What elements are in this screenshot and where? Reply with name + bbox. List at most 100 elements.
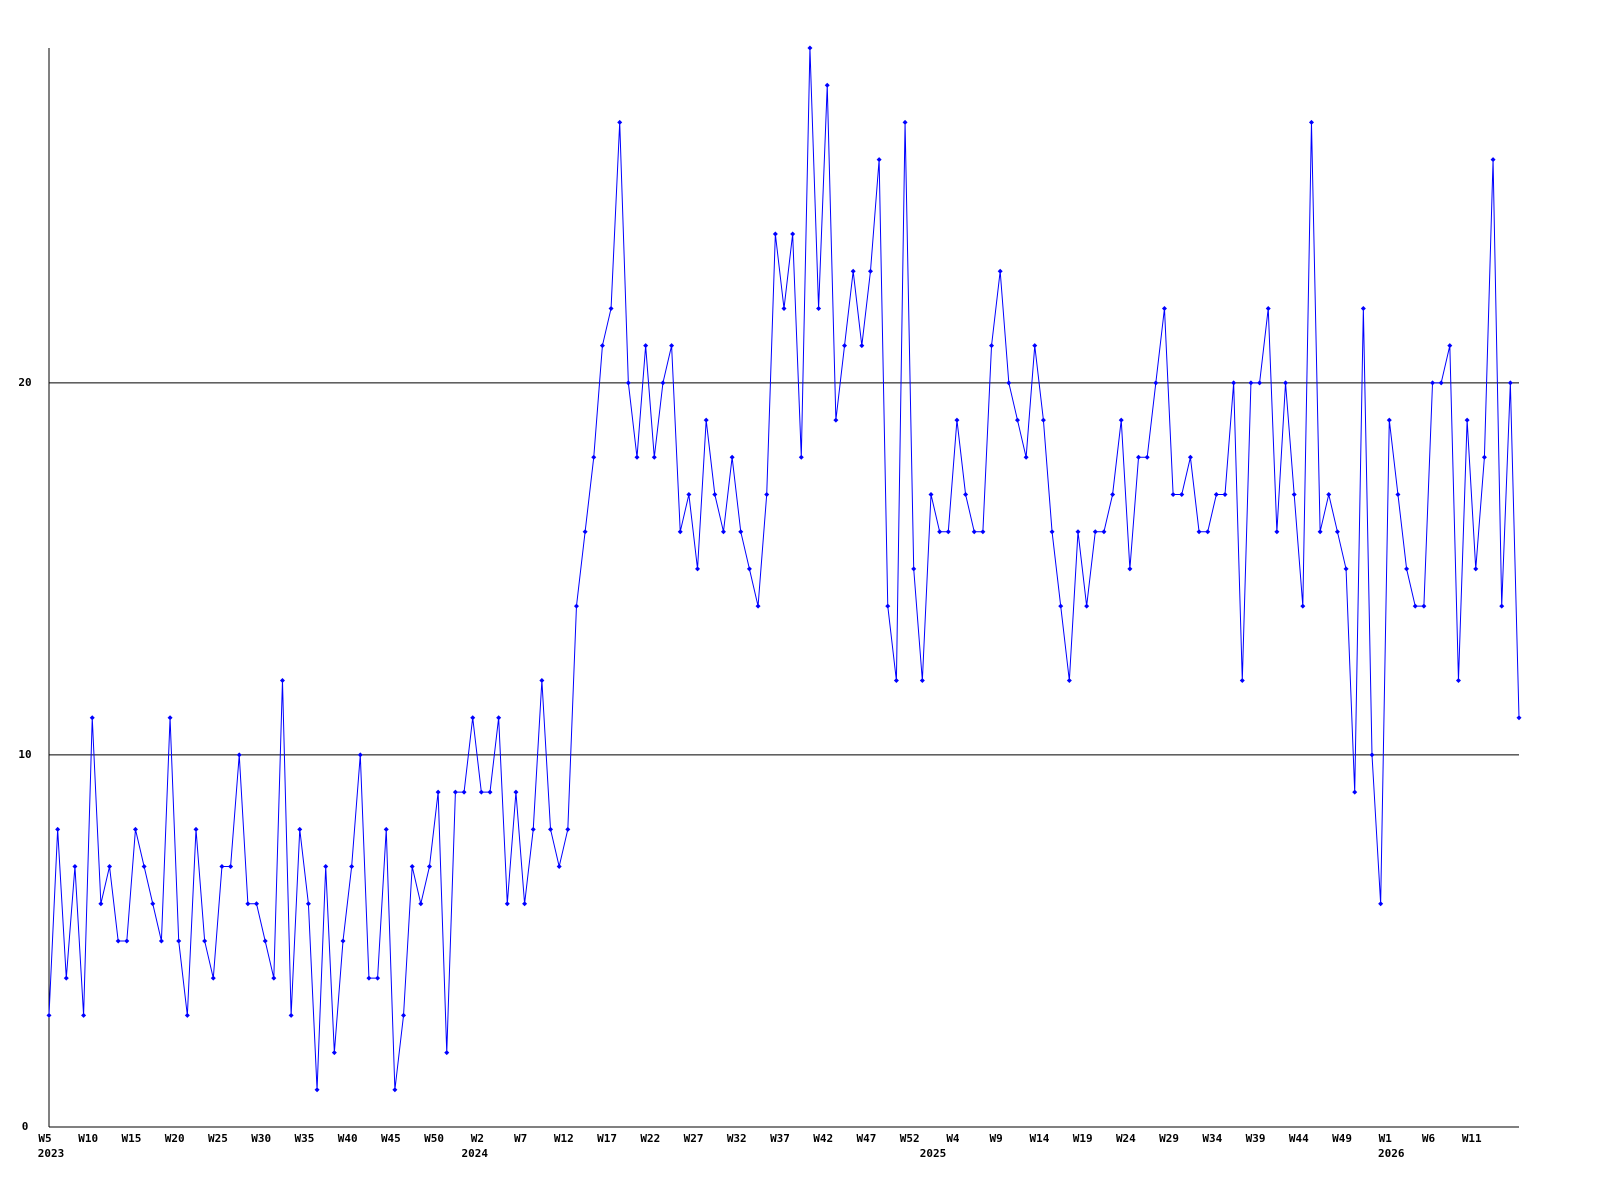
data-point [1447, 343, 1453, 349]
x-tick-label: W14 [1029, 1132, 1049, 1145]
x-tick-label: W22 [640, 1132, 660, 1145]
data-point [1110, 491, 1116, 497]
data-point [548, 826, 554, 832]
data-point [816, 305, 822, 311]
data-point [1507, 380, 1513, 386]
data-point [1127, 566, 1133, 572]
data-point [279, 678, 285, 684]
x-tick-label: W40 [338, 1132, 358, 1145]
data-point [150, 901, 156, 907]
data-point [660, 380, 666, 386]
data-point [349, 864, 355, 870]
data-point [401, 1012, 407, 1018]
data-point [1317, 529, 1323, 535]
data-point [1308, 119, 1314, 125]
data-point [323, 864, 329, 870]
data-point [738, 529, 744, 535]
x-tick-label: W4 [946, 1132, 960, 1145]
data-point [1291, 491, 1297, 497]
data-point [971, 529, 977, 535]
data-point [1257, 380, 1263, 386]
data-point [885, 603, 891, 609]
data-point [1360, 305, 1366, 311]
x-tick-label: W50 [424, 1132, 444, 1145]
data-point [305, 901, 311, 907]
data-point [703, 417, 709, 423]
data-point [643, 343, 649, 349]
data-point [712, 491, 718, 497]
x-tick-label: W49 [1332, 1132, 1352, 1145]
data-point [115, 938, 121, 944]
data-point [63, 975, 69, 981]
data-point [1412, 603, 1418, 609]
data-point [755, 603, 761, 609]
data-point [340, 938, 346, 944]
data-point [720, 529, 726, 535]
data-point [1516, 715, 1522, 721]
data-point [1395, 491, 1401, 497]
data-point [478, 789, 484, 795]
data-point [228, 864, 234, 870]
data-point [81, 1012, 87, 1018]
data-point [107, 864, 113, 870]
data-point [1179, 491, 1185, 497]
x-tick-label: W24 [1116, 1132, 1136, 1145]
data-point [1231, 380, 1237, 386]
data-point [807, 45, 813, 51]
data-point [1386, 417, 1392, 423]
data-point [1101, 529, 1107, 535]
x-tick-label: W20 [165, 1132, 185, 1145]
data-point [556, 864, 562, 870]
data-point [55, 826, 61, 832]
data-point [824, 82, 830, 88]
x-tick-label: W29 [1159, 1132, 1179, 1145]
x-tick-label: W15 [122, 1132, 142, 1145]
data-point [859, 343, 865, 349]
data-point [963, 491, 969, 497]
data-point [677, 529, 683, 535]
data-point [435, 789, 441, 795]
data-point [842, 343, 848, 349]
x-tick-label: W25 [208, 1132, 228, 1145]
data-point [989, 343, 995, 349]
x-tick-label: W17 [597, 1132, 617, 1145]
x-tick-label: W47 [857, 1132, 877, 1145]
year-label: 2023 [38, 1147, 65, 1160]
data-point [184, 1012, 190, 1018]
data-point [893, 678, 899, 684]
data-point [470, 715, 476, 721]
data-point [513, 789, 519, 795]
data-point [210, 975, 216, 981]
year-label: 2024 [461, 1147, 488, 1160]
data-point [271, 975, 277, 981]
data-point [392, 1087, 398, 1093]
data-point [1118, 417, 1124, 423]
data-point [383, 826, 389, 832]
data-point [141, 864, 147, 870]
data-point [1300, 603, 1306, 609]
data-point [565, 826, 571, 832]
data-point [798, 454, 804, 460]
data-point [634, 454, 640, 460]
data-point [1153, 380, 1159, 386]
data-point [1049, 529, 1055, 535]
data-point [522, 901, 528, 907]
data-point [911, 566, 917, 572]
data-point [850, 268, 856, 274]
data-point [89, 715, 95, 721]
data-point [1352, 789, 1358, 795]
data-point [357, 752, 363, 758]
x-tick-label: W6 [1422, 1132, 1436, 1145]
data-point [764, 491, 770, 497]
data-point [1239, 678, 1245, 684]
year-label: 2025 [920, 1147, 947, 1160]
data-point [1058, 603, 1064, 609]
data-point [573, 603, 579, 609]
data-point [331, 1050, 337, 1056]
data-point [1481, 454, 1487, 460]
data-point [1464, 417, 1470, 423]
data-point [1421, 603, 1427, 609]
data-point [452, 789, 458, 795]
data-point [1343, 566, 1349, 572]
